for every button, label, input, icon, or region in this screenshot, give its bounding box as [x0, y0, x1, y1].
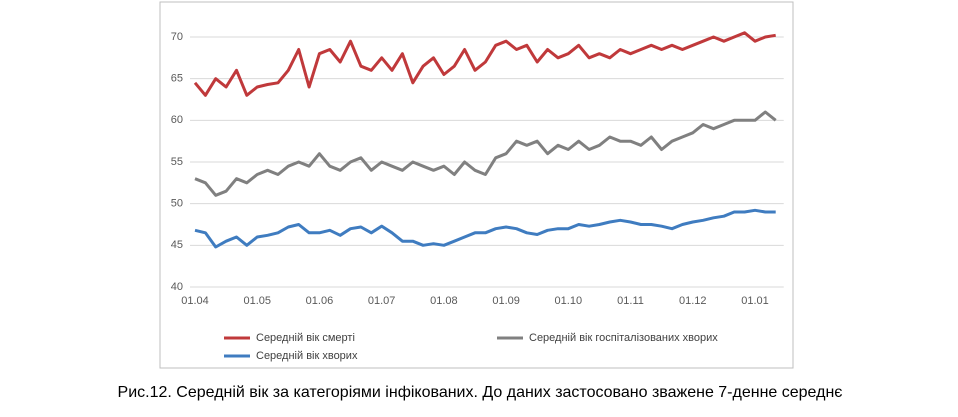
data-line	[193, 31, 776, 97]
x-tick-label: 01.01	[741, 295, 769, 307]
x-tick-label: 01.09	[492, 295, 520, 307]
caption: Рис.12. Середній вік за категоріями інфі…	[118, 384, 843, 401]
y-tick-label: 65	[171, 73, 183, 85]
x-tick-label: 01.11	[617, 295, 644, 307]
x-tick-label: 01.06	[306, 295, 334, 307]
y-tick-label: 55	[171, 156, 183, 168]
y-tick-label: 70	[171, 31, 183, 43]
x-tick-label: 01.04	[181, 295, 209, 307]
y-tick-label: 45	[171, 239, 183, 251]
y-tick-label: 60	[171, 114, 183, 126]
x-tick-label: 01.07	[368, 295, 396, 307]
data-line	[194, 208, 776, 249]
y-tick-label: 40	[171, 281, 183, 293]
chart-frame	[159, 1, 794, 369]
legend-label: Середній вік смерті	[256, 332, 355, 344]
legend-label: Середній вік хворих	[256, 350, 358, 362]
data-line	[194, 110, 777, 197]
legend-label: Середній вік госпіталізованих хворих	[529, 332, 718, 344]
x-tick-label: 01.08	[430, 295, 458, 307]
y-tick-label: 50	[171, 198, 183, 210]
x-tick-label: 01.05	[243, 295, 271, 307]
x-tick-label: 01.12	[679, 295, 707, 307]
x-tick-label: 01.10	[555, 295, 583, 307]
